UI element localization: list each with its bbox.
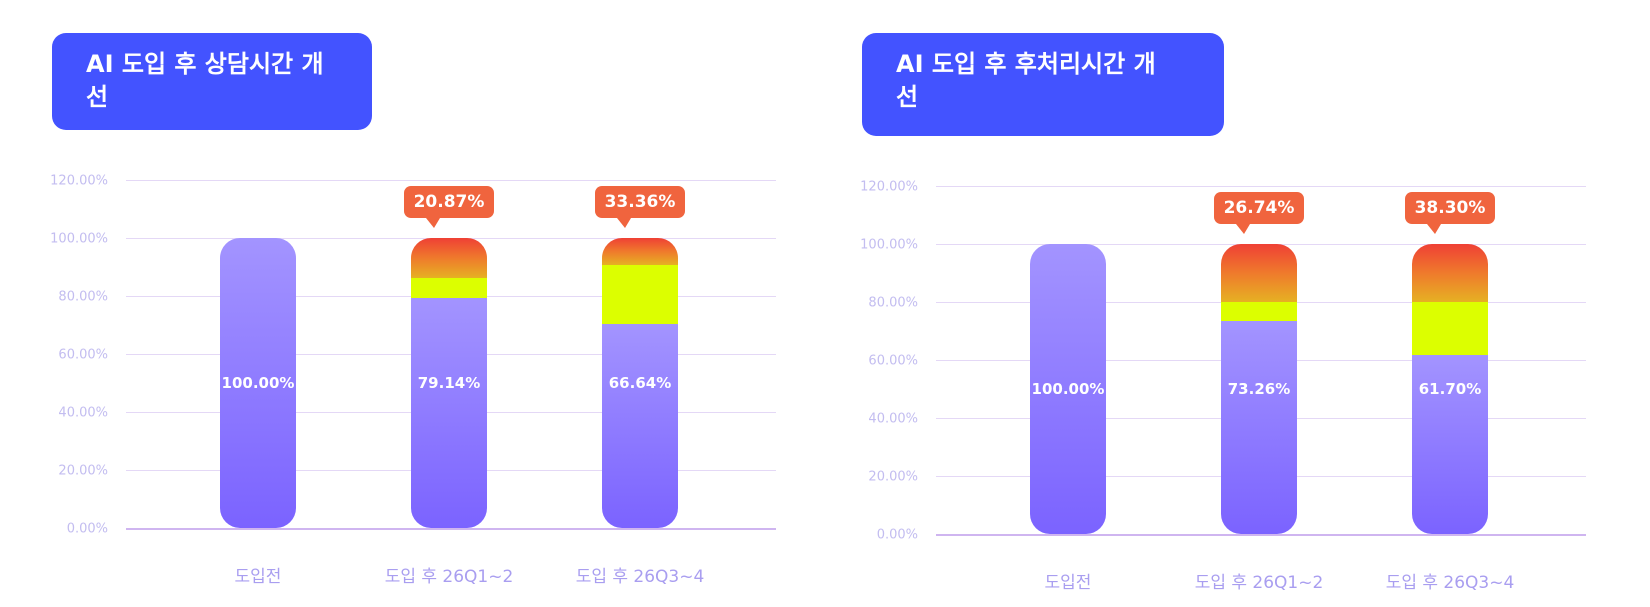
bar-segment-yellow (411, 278, 487, 298)
improvement-callout: 38.30% (1405, 192, 1495, 234)
bar-value-label: 61.70% (1418, 380, 1482, 398)
bar-segment-improvement (1221, 244, 1297, 302)
x-tick-label: 도입 후 26Q1~2 (1194, 573, 1324, 593)
improvement-callout: 20.87% (404, 186, 494, 228)
x-tick-label: 도입 후 26Q1~2 (384, 567, 514, 587)
plot-area: 100.00% 73.26% 26.74% 61.70% 38.30% (936, 186, 1586, 537)
bar-segment-base (411, 298, 487, 528)
x-axis-baseline (126, 528, 776, 530)
bar-segment-base (1030, 244, 1106, 534)
bar-segment-yellow (602, 265, 678, 324)
y-tick: 40.00% (868, 411, 918, 427)
y-tick: 80.00% (58, 289, 108, 305)
chart-panel-consult-time: AI 도입 후 상담시간 개 선 120.00% 100.00% 80.00% … (0, 0, 800, 607)
bar-26q3-4: 61.70% (1412, 244, 1488, 534)
plot-area: 100.00% 79.14% 20.87% 66.64% 33.36% (126, 180, 776, 531)
bar-segment-yellow (1221, 302, 1297, 321)
bar-segment-base (1412, 355, 1488, 534)
bar-value-label: 73.26% (1227, 380, 1291, 398)
gridline (126, 180, 776, 181)
chart-title-line1: AI 도입 후 후처리시간 개 (896, 50, 1156, 78)
chart-title-line2: 선 (896, 83, 919, 111)
bar-before: 100.00% (1030, 244, 1106, 534)
chart-title-line2: 선 (86, 83, 109, 111)
x-tick-label: 도입전 (234, 567, 282, 587)
bar-segment-improvement (602, 238, 678, 265)
bar-value-label: 79.14% (417, 374, 481, 392)
bar-value-label: 100.00% (221, 374, 295, 392)
chart-title: AI 도입 후 후처리시간 개 선 (862, 33, 1224, 136)
y-tick: 60.00% (58, 347, 108, 363)
y-tick: 120.00% (50, 173, 108, 189)
gridline (936, 186, 1586, 187)
bar-segment-base (602, 324, 678, 528)
bar-26q1-2: 79.14% (411, 238, 487, 528)
y-tick: 40.00% (58, 405, 108, 421)
bar-value-label: 66.64% (608, 374, 672, 392)
x-tick-label: 도입 후 26Q3~4 (575, 567, 705, 587)
x-axis-baseline (936, 534, 1586, 536)
chart-panel-aftercall-time: AI 도입 후 후처리시간 개 선 120.00% 100.00% 80.00%… (810, 0, 1650, 607)
improvement-callout: 26.74% (1214, 192, 1304, 234)
y-tick: 100.00% (860, 237, 918, 253)
y-tick: 100.00% (50, 231, 108, 247)
y-tick: 0.00% (876, 527, 918, 543)
y-tick: 60.00% (868, 353, 918, 369)
bar-26q1-2: 73.26% (1221, 244, 1297, 534)
y-tick: 120.00% (860, 179, 918, 195)
improvement-callout: 33.36% (595, 186, 685, 228)
y-tick: 20.00% (868, 469, 918, 485)
bar-segment-base (1221, 321, 1297, 534)
y-tick: 80.00% (868, 295, 918, 311)
x-tick-label: 도입전 (1044, 573, 1092, 593)
bar-segment-improvement (411, 238, 487, 278)
bar-26q3-4: 66.64% (602, 238, 678, 528)
bar-value-label: 100.00% (1031, 380, 1105, 398)
bar-segment-yellow (1412, 302, 1488, 355)
chart-title-line1: AI 도입 후 상담시간 개 (86, 50, 324, 78)
chart-title: AI 도입 후 상담시간 개 선 (52, 33, 372, 130)
x-tick-label: 도입 후 26Q3~4 (1385, 573, 1515, 593)
bar-segment-base (220, 238, 296, 528)
bar-before: 100.00% (220, 238, 296, 528)
y-tick: 20.00% (58, 463, 108, 479)
y-tick: 0.00% (66, 521, 108, 537)
bar-segment-improvement (1412, 244, 1488, 302)
